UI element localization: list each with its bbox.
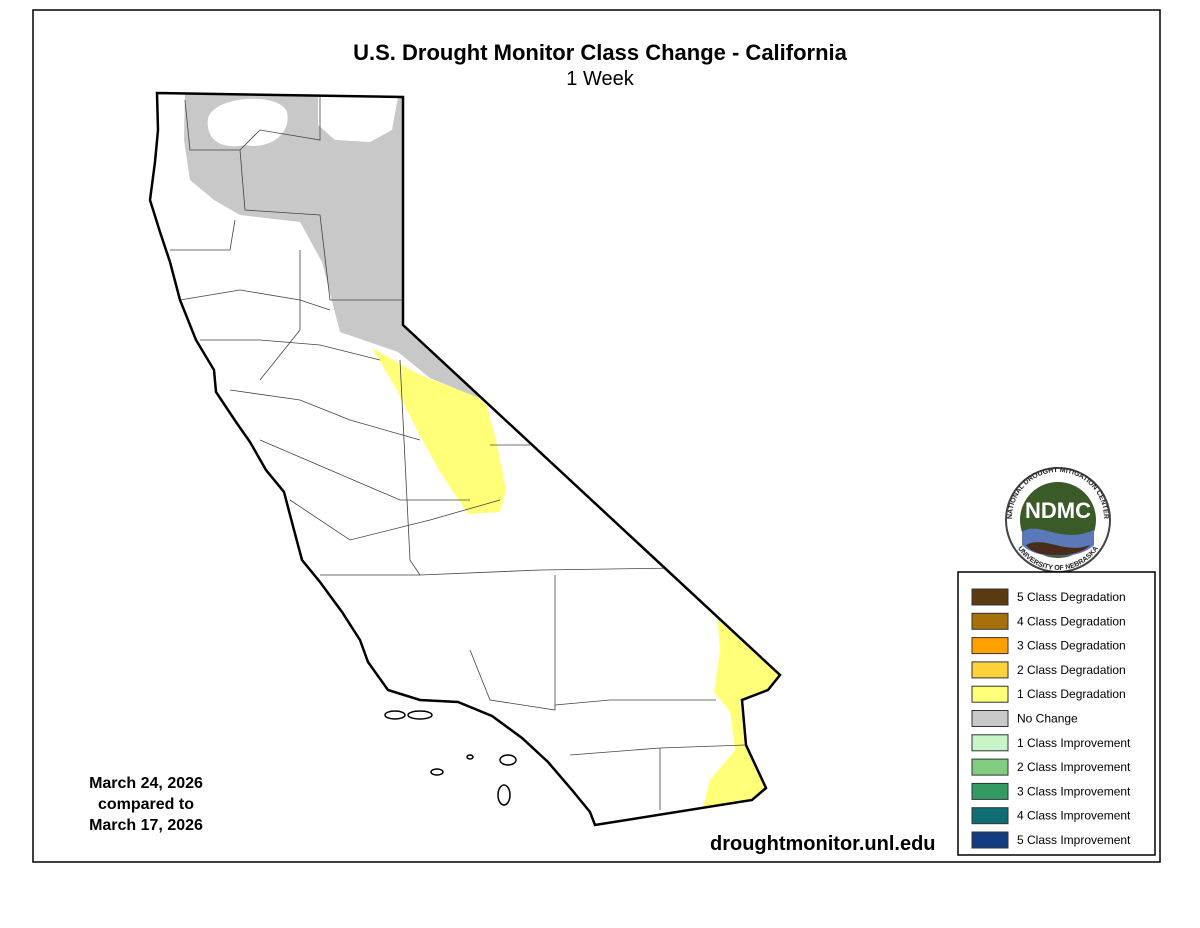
legend-label: No Change <box>1017 712 1078 726</box>
channel-islands <box>384 710 517 806</box>
legend-swatch <box>971 807 1009 825</box>
legend-swatch <box>971 710 1009 727</box>
legend-label: 5 Class Degradation <box>1017 590 1126 604</box>
unchanged-hole <box>207 98 288 147</box>
legend-swatch <box>971 637 1009 655</box>
unchanged-hole <box>318 97 398 142</box>
map-subtitle: 1 Week <box>566 68 634 90</box>
legend-swatch <box>971 661 1009 679</box>
legend-swatch <box>971 758 1009 776</box>
legend-swatch <box>971 685 1009 703</box>
legend-label: 3 Class Degradation <box>1017 639 1126 653</box>
legend-swatch <box>971 782 1009 800</box>
date-line: March 17, 2026 <box>89 817 203 834</box>
legend-label: 5 Class Improvement <box>1017 833 1131 847</box>
county-lines <box>170 97 746 810</box>
dates: March 24, 2026 compared to March 17, 2026 <box>89 775 203 834</box>
source-url: droughtmonitor.unl.edu <box>710 833 936 855</box>
logo: NDMC NATIONAL DROUGHT MITIGATION CENTER … <box>1005 467 1111 573</box>
degradation-area <box>703 600 780 808</box>
legend: 5 Class Degradation 4 Class Degradation 3 … <box>971 588 1131 849</box>
legend-label: 4 Class Degradation <box>1017 614 1126 628</box>
legend-swatch <box>971 588 1009 606</box>
legend-label: 1 Class Improvement <box>1017 736 1131 750</box>
state-outline <box>148 91 782 827</box>
legend-swatch <box>971 612 1009 630</box>
legend-label: 1 Class Degradation <box>1017 687 1126 701</box>
date-line: compared to <box>98 796 194 813</box>
legend-swatch <box>971 831 1009 849</box>
date-line: March 24, 2026 <box>89 775 203 792</box>
legend-label: 4 Class Improvement <box>1017 809 1131 823</box>
legend-label: 2 Class Degradation <box>1017 663 1126 677</box>
no-change-area <box>184 93 495 405</box>
degradation-area <box>372 348 506 514</box>
legend-label: 3 Class Improvement <box>1017 784 1131 798</box>
logo-name: NDMC <box>1025 498 1091 523</box>
legend-label: 2 Class Improvement <box>1017 760 1131 774</box>
map-title: U.S. Drought Monitor Class Change - Cali… <box>353 40 848 65</box>
california <box>148 91 782 827</box>
legend-swatch <box>971 734 1009 752</box>
